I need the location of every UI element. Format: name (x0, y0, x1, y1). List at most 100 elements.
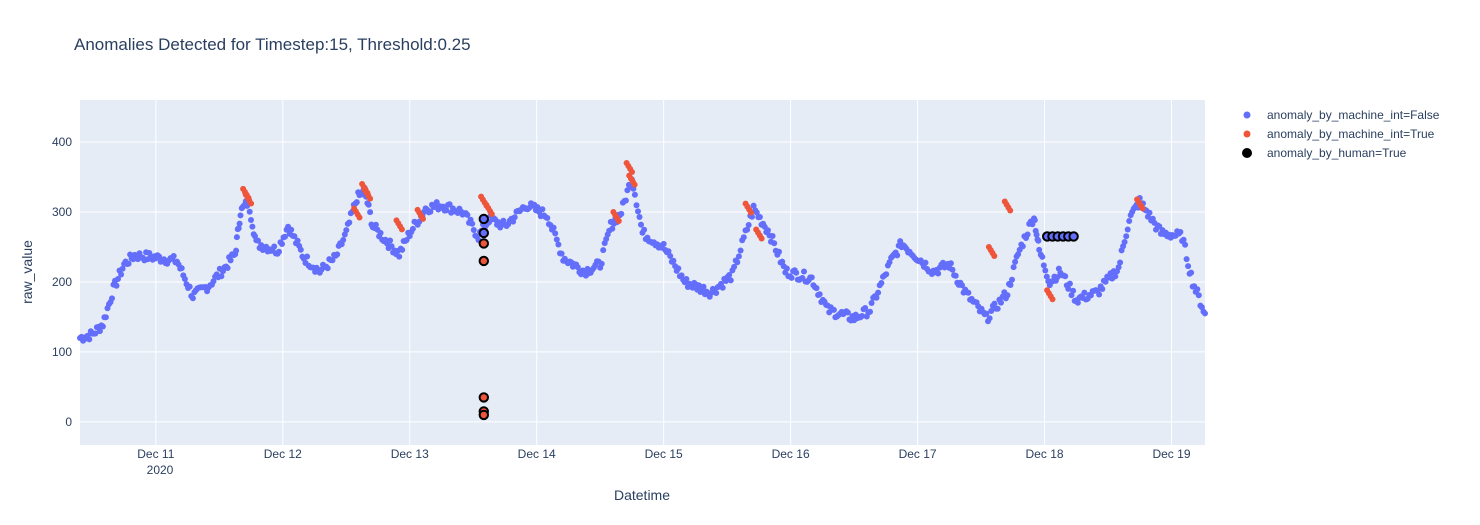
x-axis-ticks: Dec 11 Dec 12 Dec 13 Dec 14 Dec 15 Dec 16 Dec … (137, 447, 1191, 461)
normal-point (1121, 239, 1128, 245)
normal-point (118, 271, 125, 278)
normal-point (618, 210, 625, 217)
normal-point (1102, 278, 1109, 285)
normal-point (255, 237, 261, 244)
machine-anomaly-point (631, 181, 638, 188)
legend-item[interactable]: anomaly_by_human=True (1242, 146, 1407, 160)
normal-point (1074, 299, 1081, 306)
normal-point (156, 253, 163, 260)
normal-point (304, 253, 311, 260)
normal-point (1112, 273, 1119, 280)
normal-point (1024, 231, 1031, 238)
normal-point (1031, 217, 1038, 224)
machine-anomaly-point (758, 235, 765, 242)
normal-point (399, 246, 406, 253)
normal-point (1009, 276, 1015, 283)
normal-point (334, 251, 341, 258)
normal-point (294, 237, 301, 244)
normal-point (236, 220, 243, 227)
normal-point (443, 207, 450, 214)
normal-point (793, 269, 800, 276)
normal-point (427, 208, 434, 215)
machine-anomaly-point (367, 195, 374, 202)
normal-point (276, 248, 282, 255)
normal-point (636, 214, 643, 220)
normal-point (1012, 258, 1019, 265)
human-anomaly-point (478, 227, 490, 239)
normal-point (553, 236, 560, 243)
y-axis-ticks: 0 100 200 300 400 (52, 135, 72, 429)
normal-point (210, 278, 217, 285)
normal-point (534, 204, 541, 211)
machine-anomaly-point (420, 215, 426, 222)
chart-title: Anomalies Detected for Timestep:15, Thre… (74, 35, 471, 54)
normal-point (99, 323, 106, 330)
normal-point (396, 253, 403, 260)
normal-point (86, 336, 93, 343)
x-tick-label: Dec 17 (899, 447, 937, 461)
legend-marker (1243, 111, 1251, 119)
normal-point (544, 215, 551, 221)
normal-point (218, 273, 225, 280)
normal-point (633, 202, 640, 209)
normal-point (102, 314, 109, 321)
normal-point (731, 263, 738, 270)
normal-point (1195, 292, 1202, 299)
normal-point (1042, 267, 1049, 274)
normal-point (1123, 233, 1130, 240)
normal-point (862, 305, 869, 311)
normal-point (631, 191, 638, 198)
normal-point (539, 206, 546, 213)
normal-point (1124, 226, 1131, 233)
normal-point (1183, 256, 1190, 263)
normal-point (1096, 291, 1103, 298)
human-anomaly-point (478, 255, 490, 267)
normal-point (949, 266, 956, 273)
normal-point (550, 224, 557, 231)
normal-point (764, 227, 771, 234)
normal-point (297, 246, 304, 253)
normal-point (109, 295, 115, 302)
normal-point (947, 260, 954, 267)
normal-point (497, 224, 504, 231)
normal-point (750, 202, 757, 209)
normal-point (1081, 289, 1088, 296)
legend-item[interactable]: anomaly_by_machine_int=False (1243, 108, 1440, 122)
normal-point (574, 264, 581, 271)
normal-point (271, 243, 278, 250)
normal-point (469, 220, 476, 227)
series-human (478, 213, 1079, 421)
normal-point (1182, 241, 1189, 248)
human-anomaly-point (478, 238, 490, 249)
normal-point (776, 248, 782, 255)
normal-point (1035, 237, 1042, 244)
normal-point (1180, 236, 1187, 243)
x-axis-title: Datetime (614, 487, 670, 503)
normal-point (638, 221, 644, 228)
normal-point (470, 227, 477, 233)
normal-point (1185, 263, 1192, 270)
series-machine (240, 160, 1146, 303)
normal-point (734, 259, 741, 266)
normal-point (753, 209, 760, 216)
normal-point (719, 284, 726, 291)
normal-point (771, 240, 778, 247)
machine-anomaly-point (748, 209, 754, 216)
normal-point (409, 225, 416, 232)
normal-point (756, 214, 763, 220)
human-anomaly-point (478, 392, 490, 403)
normal-point (875, 289, 882, 296)
normal-point (1007, 282, 1014, 288)
normal-point (660, 240, 667, 247)
legend[interactable]: anomaly_by_machine_int=False anomaly_by_m… (1242, 108, 1440, 160)
normal-point (92, 330, 99, 337)
machine-anomaly-point (991, 253, 998, 259)
normal-point (740, 234, 747, 241)
human-anomaly-point (478, 409, 490, 421)
legend-marker (1242, 148, 1252, 158)
normal-point (340, 237, 347, 243)
legend-item[interactable]: anomaly_by_machine_int=True (1243, 127, 1435, 141)
normal-point (665, 248, 672, 255)
normal-point (670, 257, 677, 264)
